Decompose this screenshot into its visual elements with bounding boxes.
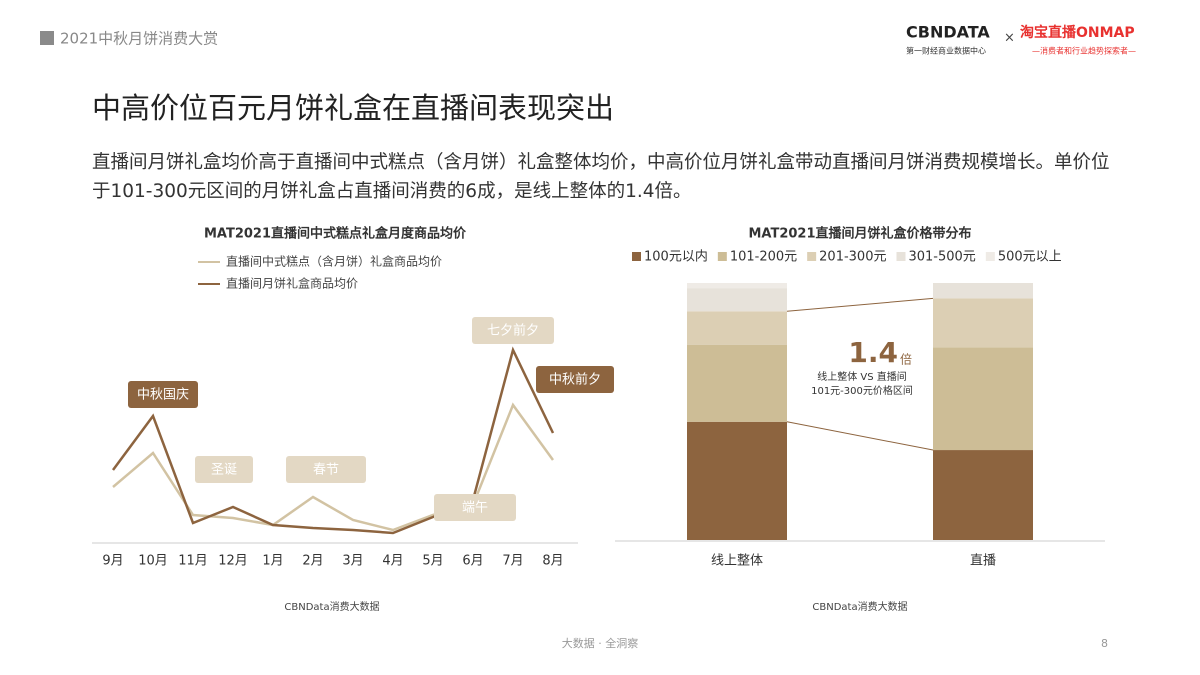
legend-swatch [807,252,817,261]
body-text: 直播间月饼礼盒均价高于直播间中式糕点（含月饼）礼盒整体均价，中高价位月饼礼盒带动… [92,152,1110,202]
annotation: 七夕前夕 [487,323,539,339]
bar-segment [687,421,787,540]
x-tick-label: 9月 [102,554,123,569]
annotation-box [434,494,516,521]
legend-label: 301-500元 [908,250,975,265]
chart-title: MAT2021直播间中式糕点礼盒月度商品均价 [204,226,467,242]
x-tick-label: 1月 [262,554,283,569]
callout-text: 线上整体 VS 直播间 [817,370,907,383]
logo-right-sub: —消费者和行业趋势探索者— [1032,46,1136,56]
legend-swatch [632,252,641,261]
annotation: 端午 [462,501,488,516]
annotation: 中秋前夕 [549,372,601,388]
bar-segment [687,283,787,289]
connector [786,297,934,312]
logo-times: × [1004,31,1015,46]
annotation-box [536,366,614,393]
x-tick-label: 10月 [138,554,168,569]
source: CBNData消费大数据 [812,600,907,613]
legend-label: 直播间中式糕点（含月饼）礼盒商品均价 [226,254,442,269]
header-icon [40,31,54,45]
x-tick-label: 直播 [970,554,996,569]
legend-label: 500元以上 [998,250,1062,265]
source: CBNData消费大数据 [284,600,379,613]
bar-segment [687,311,787,345]
legend-swatch [717,252,727,261]
bar-segment [933,450,1033,540]
header-title: 2021中秋月饼消费大赏 [60,30,218,48]
page-number: 8 [1101,637,1108,650]
x-tick-label: 5月 [422,554,443,569]
line-series [111,346,555,535]
bar-segment [687,288,787,312]
x-tick-label: 线上整体 [711,554,763,569]
legend-label: 100元以内 [644,249,708,265]
legend-label: 101-200元 [730,250,797,265]
annotation-box [472,317,554,344]
connector [786,421,934,451]
legend-swatch [985,252,995,261]
annotation-box [128,381,198,408]
callout-unit: 倍 [900,352,912,367]
bar-segment [933,283,1033,299]
x-tick-label: 6月 [462,554,483,569]
x-tick-label: 12月 [218,554,248,569]
annotation: 圣诞 [211,463,237,478]
annotation: 中秋国庆 [137,388,189,403]
logo-left: CBNDATA [906,23,990,42]
bar-segment [933,298,1033,348]
x-tick-label: 4月 [382,554,403,569]
x-tick-label: 8月 [542,554,563,569]
footer-text: 大数据 · 全洞察 [562,636,639,650]
x-tick-label: 2月 [302,554,323,569]
legend-swatch [896,252,906,261]
chart-title: MAT2021直播间月饼礼盒价格带分布 [748,226,971,242]
annotation-box [195,456,253,483]
bar-segment [687,344,787,422]
annotation-box [286,456,366,483]
legend-label: 直播间月饼礼盒商品均价 [226,276,358,291]
bar-segment [933,347,1033,451]
logo-right: 淘宝直播ONMAP [1020,24,1135,41]
slide-title: 中高价位百元月饼礼盒在直播间表现突出 [92,91,614,125]
legend-label: 201-300元 [819,250,886,265]
callout-value: 1.4 [848,336,898,369]
x-tick-label: 11月 [178,554,208,569]
callout-text: 101元-300元价格区间 [811,384,913,397]
x-tick-label: 7月 [502,554,523,569]
annotation: 春节 [313,463,339,478]
logo-left-sub: 第一财经商业数据中心 [906,46,986,56]
x-tick-label: 3月 [342,554,363,569]
